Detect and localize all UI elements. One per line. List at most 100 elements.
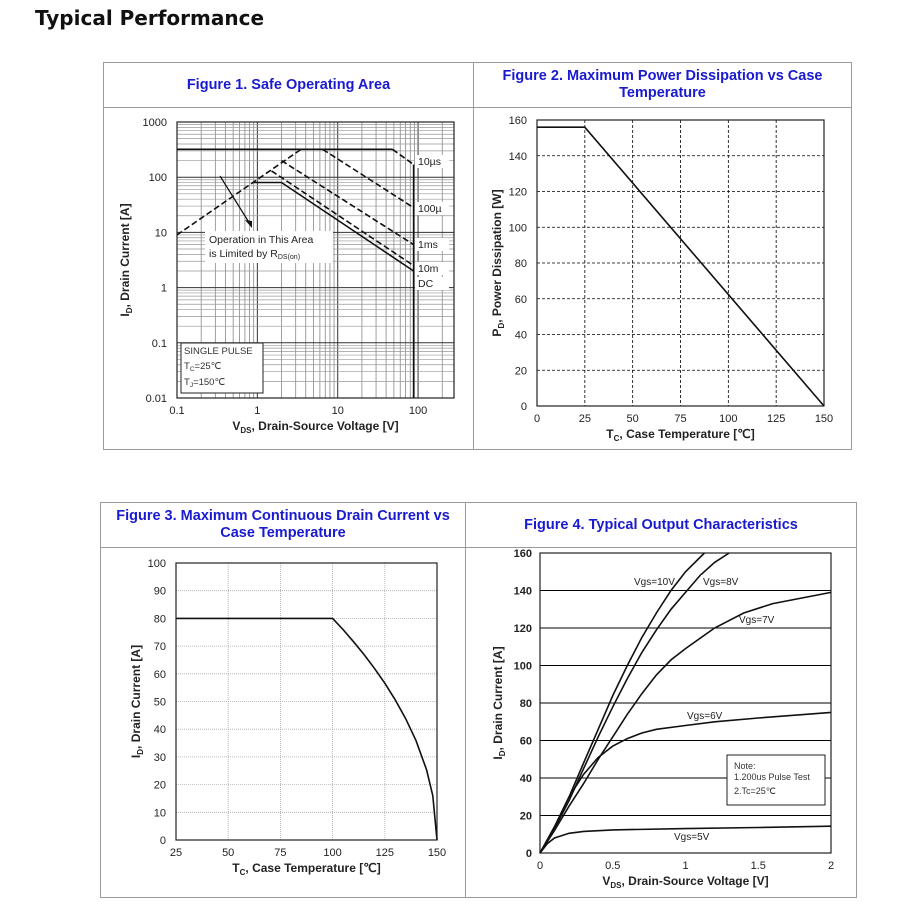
x-tick-label: 150	[815, 413, 833, 425]
plot-frame	[536, 119, 825, 407]
x-tick-label: 100	[409, 405, 427, 417]
series-label: Vgs=7V	[739, 615, 775, 626]
annotation-bg	[205, 231, 333, 263]
x-tick-label: 2	[828, 860, 834, 872]
conditions-box	[180, 342, 264, 394]
x-axis-label-post: , Case Temperature [℃]	[245, 861, 380, 875]
series-label-bg	[415, 202, 449, 215]
y-tick-label: 20	[520, 811, 532, 823]
figure-3-title: Figure 3. Maximum Continuous Drain Curre…	[101, 503, 465, 548]
y-tick-label: 40	[515, 330, 527, 342]
annotation-text: Operation in This Area	[209, 234, 313, 246]
y-tick-label: 10	[155, 227, 167, 239]
y-tick-label: 30	[154, 752, 166, 764]
y-tick-label: 0.01	[146, 393, 167, 405]
y-tick-label: 120	[509, 187, 527, 199]
x-tick-label: 50	[222, 847, 234, 859]
series-label-bg	[415, 262, 449, 275]
arrowhead-icon	[245, 220, 252, 228]
y-tick-label: 70	[154, 641, 166, 653]
series-line-100µ	[322, 148, 415, 209]
series-line-Vgs=5V	[539, 825, 832, 854]
x-tick-label: 50	[627, 413, 639, 425]
series-line-Vgs=6V	[539, 711, 832, 854]
x-tick-label: 1.5	[751, 860, 766, 872]
x-tick-label: 1	[254, 405, 260, 417]
y-axis-label-sub: D	[125, 307, 134, 313]
series-label: Vgs=6V	[687, 711, 723, 722]
figure-4-title: Figure 4. Typical Output Characteristics	[466, 503, 856, 548]
x-axis-label-post: , Drain-Source Voltage [V]	[252, 419, 399, 433]
y-tick-label: 90	[154, 586, 166, 598]
x-axis-label-sub: C	[240, 868, 246, 877]
series-label-bg	[415, 238, 449, 251]
y-tick-label: 60	[515, 294, 527, 306]
y-tick-label: 40	[154, 724, 166, 736]
y-tick-label: 140	[509, 151, 527, 163]
x-tick-label: 125	[767, 413, 785, 425]
conditions-text: TC=25℃	[184, 361, 222, 373]
x-tick-label: 0	[537, 860, 543, 872]
note-text: 2.Tc=25℃	[734, 786, 776, 796]
x-axis-label: TC, Case Temperature [℃]	[606, 427, 754, 443]
y-tick-label: 60	[154, 669, 166, 681]
y-tick-label: 100	[509, 222, 527, 234]
series-line	[176, 617, 438, 841]
conditions-text: SINGLE PULSE	[184, 346, 253, 357]
series-label-bg	[701, 575, 745, 588]
series-label-bg	[415, 155, 449, 168]
x-tick-label: 75	[274, 847, 286, 859]
x-axis-label-post: , Drain-Source Voltage [V]	[622, 874, 769, 888]
figure-4-panel: Figure 4. Typical Output Characteristics	[465, 502, 857, 898]
series-line-Vgs=8V	[539, 552, 730, 854]
annotation-arrow	[219, 175, 251, 225]
x-tick-label: 1	[682, 860, 688, 872]
y-axis-label-post: , Power Dissipation [W]	[490, 189, 504, 322]
y-axis-label-pre: I	[129, 755, 143, 758]
y-tick-label: 140	[514, 586, 532, 598]
x-tick-label: 125	[376, 847, 394, 859]
y-tick-label: 1	[161, 283, 167, 295]
series-line	[537, 126, 825, 407]
section-title: Typical Performance	[35, 6, 265, 30]
figure-2-title: Figure 2. Maximum Power Dissipation vs C…	[474, 63, 851, 108]
y-tick-label: 160	[514, 548, 532, 560]
note-text: Note:	[734, 761, 756, 771]
x-tick-label: 0	[534, 413, 540, 425]
y-tick-label: 0	[160, 835, 166, 847]
series-line-10µs	[392, 148, 415, 166]
figure-1-title: Figure 1. Safe Operating Area	[104, 63, 473, 108]
x-axis-label: VDS, Drain-Source Voltage [V]	[602, 874, 768, 890]
plot-frame	[176, 121, 455, 399]
y-axis-label-sub: D	[136, 749, 145, 755]
x-tick-label: 150	[428, 847, 446, 859]
series-label: DC	[418, 278, 434, 290]
series-label: 10µs	[418, 156, 441, 168]
conditions-text: TJ=150℃	[184, 377, 225, 389]
y-axis-label-sub: D	[497, 323, 506, 329]
y-tick-label: 10	[154, 807, 166, 819]
x-tick-label: 75	[674, 413, 686, 425]
x-axis-label-sub: DS	[240, 426, 252, 435]
y-tick-label: 60	[520, 736, 532, 748]
y-axis-label: ID, Drain Current [A]	[118, 203, 134, 316]
y-axis-label-sub: D	[498, 750, 507, 756]
x-tick-label: 100	[719, 413, 737, 425]
series-label: Vgs=8V	[703, 577, 739, 588]
y-tick-label: 0	[526, 848, 532, 860]
y-tick-label: 40	[520, 773, 532, 785]
x-tick-label: 0.1	[169, 405, 184, 417]
annotation-text: is Limited by RDS(on)	[209, 248, 300, 261]
series-line-Vgs=7V	[539, 591, 832, 854]
x-axis-label-pre: V	[232, 419, 240, 433]
series-label: 1ms	[418, 239, 438, 251]
y-tick-label: 20	[515, 365, 527, 377]
y-axis-label-pre: I	[491, 756, 505, 759]
series-label: Vgs=10V	[634, 577, 675, 588]
x-axis-label-pre: V	[602, 874, 610, 888]
x-tick-label: 25	[170, 847, 182, 859]
figure-3-plot: 25 50 75 100 125 150 0 10 20 30 40 50 60 70 80 90 100	[148, 558, 447, 859]
